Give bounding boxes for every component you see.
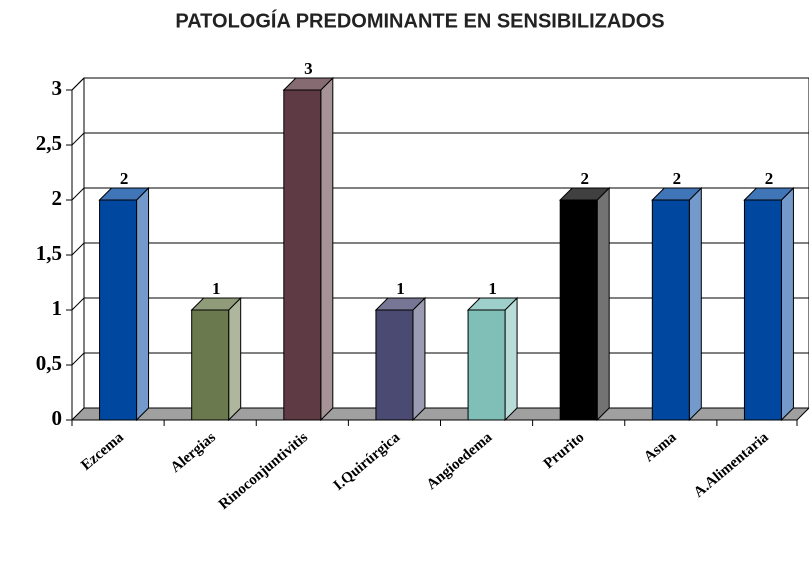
data-label: 2: [580, 169, 589, 188]
grid-line: [71, 242, 85, 256]
bar-side: [504, 296, 518, 422]
data-label: 2: [120, 169, 129, 188]
x-tick-label: Rinoconjuntivitis: [216, 429, 311, 513]
data-label: 2: [673, 169, 682, 188]
bar-side: [596, 186, 610, 422]
y-tick-label: 2: [52, 186, 63, 210]
grid-line: [71, 77, 85, 91]
chart-title: PATOLOGÍA PREDOMINANTE EN SENSIBILIZADOS: [175, 9, 664, 32]
bar: [651, 199, 690, 421]
grid-line: [71, 352, 85, 366]
bar: [283, 89, 322, 421]
x-tick-label: Asma: [641, 429, 680, 465]
bar-side: [228, 296, 242, 422]
x-tick-label: Angioedema: [424, 429, 496, 493]
grid-line: [71, 297, 85, 311]
bar: [191, 309, 230, 421]
bar-side: [688, 186, 702, 422]
x-tick-label: A.Alimentaria: [691, 429, 772, 501]
bar: [99, 199, 138, 421]
x-tick-label: Prurito: [541, 429, 588, 472]
bar: [375, 309, 414, 421]
bar-side: [320, 76, 334, 422]
y-tick-label: 1: [52, 296, 63, 320]
data-label: 1: [212, 279, 221, 298]
bar: [559, 199, 598, 421]
data-label: 3: [304, 59, 313, 78]
y-tick-label: 0,5: [36, 351, 62, 375]
y-tick-label: 0: [52, 406, 63, 430]
x-tick-label: Ezcema: [78, 429, 127, 474]
grid-line: [71, 187, 85, 201]
x-tick-label: I.Quirúrgica: [331, 429, 404, 494]
bar: [467, 309, 506, 421]
y-tick-label: 2,5: [36, 131, 62, 155]
grid-line: [71, 132, 85, 146]
bar-side: [412, 296, 426, 422]
y-tick-label: 3: [52, 76, 63, 100]
data-label: 1: [488, 279, 497, 298]
data-label: 1: [396, 279, 405, 298]
y-tick-label: 1,5: [36, 241, 62, 265]
bar-side: [136, 186, 150, 422]
data-label: 2: [765, 169, 774, 188]
x-tick-label: Alergias: [168, 429, 219, 476]
bar-side: [780, 186, 794, 422]
bar: [743, 199, 782, 421]
